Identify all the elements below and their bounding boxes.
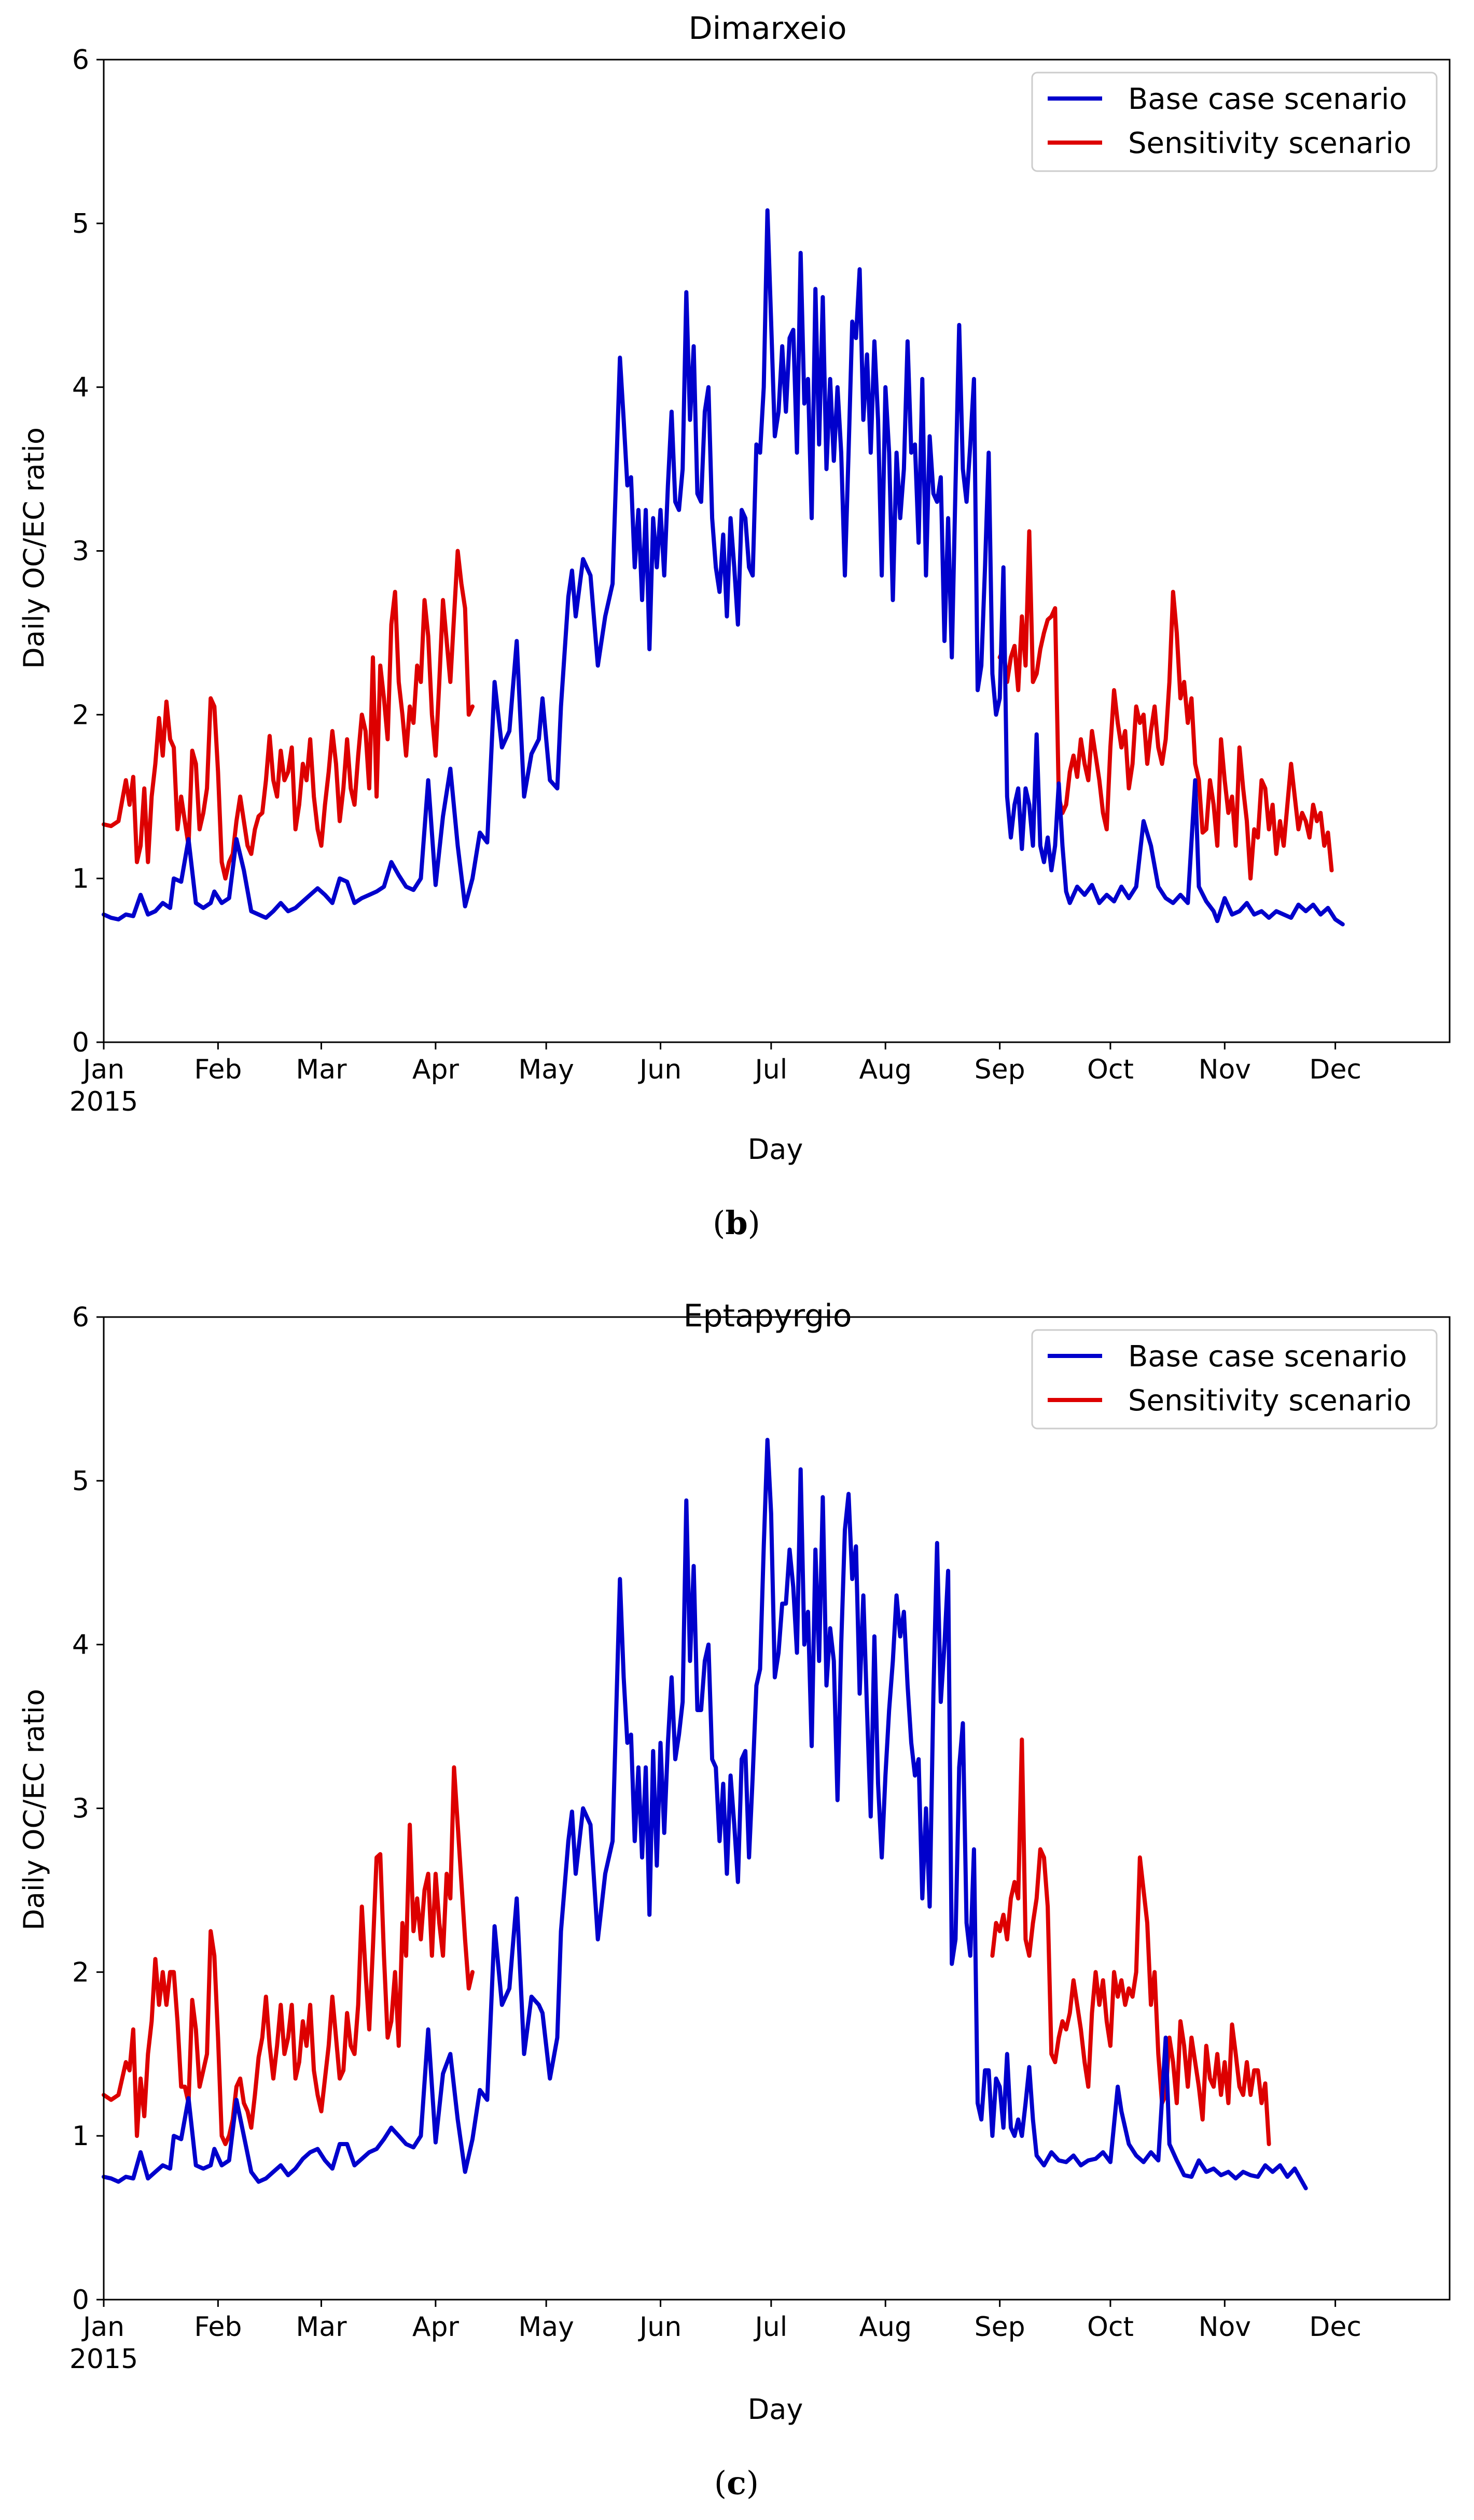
x-tick-label: Dec (1309, 2312, 1361, 2343)
x-tick-label: Mar (296, 2312, 347, 2343)
x-tick-label: Jul (753, 2312, 787, 2343)
y-tick-label: 0 (72, 2285, 89, 2316)
legend-label-base-case: Base case scenario (1128, 82, 1407, 116)
x-tick-label: Jan (81, 1054, 124, 1085)
chart-panel-dimarxeio: Dimarxeio Daily OC/EC ratio Day 0 1 2 3 4 5 6 J… (18, 10, 1451, 1242)
y-axis-label: Daily OC/EC ratio (18, 427, 50, 669)
y-tick-label: 2 (72, 699, 89, 731)
y-axis-label: Daily OC/EC ratio (18, 1689, 50, 1930)
y-tick-label: 0 (72, 1027, 89, 1058)
y-tick-label: 1 (72, 863, 89, 894)
x-tick-year-label: 2015 (69, 2344, 138, 2375)
legend-label-base-case: Base case scenario (1128, 1340, 1407, 1374)
x-tick-label: Feb (194, 1054, 242, 1085)
x-tick-label: Oct (1087, 1054, 1134, 1085)
legend-label-sensitivity: Sensitivity scenario (1128, 1384, 1411, 1418)
panel-caption: (c) (714, 2464, 759, 2502)
y-tick-label: 5 (72, 1466, 89, 1497)
x-axis-label: Day (748, 2393, 803, 2426)
series-line-sensitivity-2 (990, 1737, 1271, 2146)
x-tick-label: Mar (296, 1054, 347, 1085)
panel-caption-letter: b (725, 1204, 747, 1242)
x-tick-label: May (518, 1054, 574, 1085)
x-tick-label: Jan (81, 2312, 124, 2343)
series-line-base-case (102, 1437, 1308, 2191)
panel-caption-letter: c (727, 2464, 746, 2502)
series-line-sensitivity-1 (102, 1765, 475, 2146)
x-tick-label: Aug (859, 2312, 912, 2343)
x-tick-year-label: 2015 (69, 1086, 138, 1117)
y-tick-label: 4 (72, 1630, 89, 1661)
legend-box (1031, 1329, 1438, 1430)
series-line-base-case (102, 208, 1345, 927)
plot-frame (103, 59, 1451, 1043)
y-tick-label: 1 (72, 2121, 89, 2152)
x-tick-label: Dec (1309, 1054, 1361, 1085)
y-tick-label: 3 (72, 1794, 89, 1825)
x-tick-label: Sep (975, 2312, 1025, 2343)
chart-title: Dimarxeio (688, 10, 846, 47)
x-tick-label: Apr (412, 1054, 460, 1085)
x-tick-label: Jul (753, 1054, 787, 1085)
y-tick-label: 4 (72, 372, 89, 403)
x-tick-label: May (518, 2312, 574, 2343)
chart-panel-eptapyrgio: Eptapyrgio Daily OC/EC ratio Day 0 1 2 3 4 5 6… (18, 1298, 1451, 2502)
legend: Base case scenario Sensitivity scenario (1031, 1329, 1438, 1430)
x-tick-label: Feb (194, 2312, 242, 2343)
y-tick-label: 6 (72, 1302, 89, 1333)
y-tick-label: 3 (72, 536, 89, 567)
x-tick-label: Sep (975, 1054, 1025, 1085)
legend-box (1031, 72, 1438, 172)
x-tick-label: Aug (859, 1054, 912, 1085)
y-tick-label: 2 (72, 1957, 89, 1988)
y-tick-label: 6 (72, 45, 89, 76)
plot-frame (103, 1316, 1451, 2301)
x-tick-label: Jun (638, 2312, 682, 2343)
x-tick-label: Apr (412, 2312, 460, 2343)
legend-label-sensitivity: Sensitivity scenario (1128, 127, 1411, 160)
panel-caption: (b) (713, 1204, 760, 1242)
y-tick-label: 5 (72, 208, 89, 240)
x-tick-label: Jun (638, 1054, 682, 1085)
series-line-sensitivity-2 (997, 529, 1334, 881)
x-tick-label: Oct (1087, 2312, 1134, 2343)
chart-title: Eptapyrgio (684, 1298, 852, 1334)
legend: Base case scenario Sensitivity scenario (1031, 72, 1438, 172)
x-axis-label: Day (748, 1133, 803, 1166)
x-tick-label: Nov (1199, 2312, 1251, 2343)
x-tick-label: Nov (1199, 1054, 1251, 1085)
series-line-sensitivity-1 (102, 549, 475, 881)
